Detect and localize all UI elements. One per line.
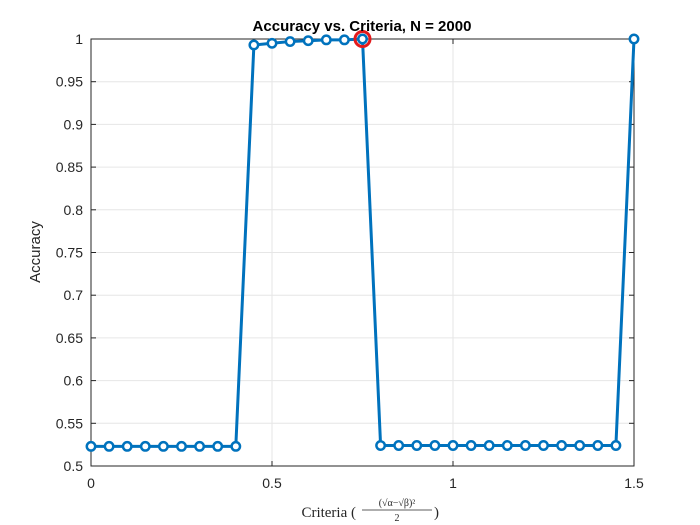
y-axis-label: Accuracy [27, 221, 44, 283]
data-point-marker [610, 440, 622, 451]
y-tick-label: 0.7 [64, 287, 84, 303]
data-point-marker [266, 37, 278, 49]
y-tick-label: 1 [75, 31, 83, 47]
data-point-marker [375, 440, 387, 451]
data-point-marker [248, 39, 260, 51]
x-tick-label: 1 [449, 475, 457, 491]
data-point-marker [592, 440, 604, 451]
x-axis-label-numerator: (√α−√β)² [379, 498, 416, 509]
data-series [85, 30, 640, 452]
data-point-marker [393, 440, 405, 451]
data-point-marker [338, 34, 350, 46]
y-tick-label: 0.55 [56, 415, 83, 431]
x-tick-label: 0.5 [262, 475, 282, 491]
axis-ticks: 0 0.5 1 1.50.50.550.60.650.70.750.80.850.90… [56, 31, 644, 491]
data-point-marker [628, 33, 640, 45]
data-point-marker [447, 440, 459, 451]
data-point-marker [302, 35, 314, 47]
y-tick-label: 0.9 [64, 116, 84, 132]
x-axis-label-suffix: ) [434, 505, 439, 521]
y-tick-label: 0.75 [56, 245, 83, 261]
highlight-point-marker [353, 30, 372, 48]
data-point-marker [176, 440, 187, 452]
data-point-marker [320, 34, 332, 46]
y-tick-label: 0.95 [56, 74, 83, 90]
series-line [91, 37, 636, 448]
x-axis-label: Criteria ( (√α−√β)² 2 ) [301, 498, 439, 524]
data-point-marker [556, 440, 568, 451]
grid-lines [90, 38, 635, 467]
data-point-marker [411, 440, 423, 451]
data-point-marker [501, 440, 513, 451]
y-tick-label: 0.65 [56, 330, 83, 346]
data-point-marker [357, 33, 368, 45]
x-axis-label-denominator: 2 [395, 513, 400, 524]
chart-title: Accuracy vs. Criteria, N = 2000 [253, 18, 472, 35]
x-axis-label-prefix: Criteria ( [301, 505, 356, 521]
data-point-marker [212, 440, 224, 452]
data-point-marker [483, 440, 495, 451]
data-point-marker [429, 440, 441, 451]
data-point-marker [284, 36, 296, 48]
data-point-marker [121, 440, 133, 452]
data-point-marker [194, 440, 206, 452]
data-point-marker [157, 440, 169, 452]
data-point-marker [103, 440, 115, 452]
data-point-marker [465, 440, 477, 451]
x-tick-label: 0 [87, 475, 95, 491]
y-tick-label: 0.8 [64, 202, 84, 218]
y-tick-label: 0.6 [64, 373, 84, 389]
data-point-marker [139, 440, 151, 452]
data-point-marker [85, 440, 97, 452]
data-point-marker [574, 440, 586, 451]
data-point-marker [230, 440, 242, 452]
y-tick-label: 0.85 [56, 159, 83, 175]
y-tick-label: 0.5 [64, 458, 84, 474]
data-point-marker [519, 440, 531, 451]
x-tick-label: 1.5 [624, 475, 644, 491]
data-point-marker [538, 440, 549, 451]
